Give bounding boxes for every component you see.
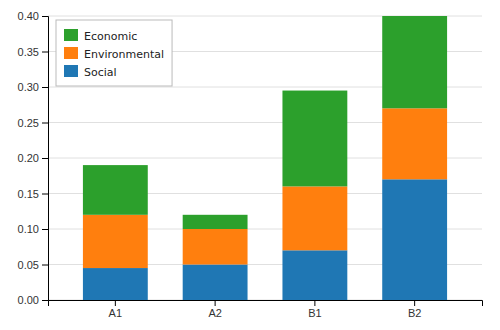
- legend-swatch: [64, 65, 78, 77]
- bar: [382, 16, 447, 108]
- y-tick-label: 0.40: [18, 10, 39, 22]
- bars: [83, 16, 447, 300]
- y-tick-label: 0.15: [18, 188, 39, 200]
- y-tick: 0.35: [18, 46, 48, 58]
- x-tick-mark: [414, 300, 415, 306]
- bar: [183, 229, 248, 265]
- grid: [48, 16, 482, 300]
- bar: [83, 165, 148, 215]
- x-tick: B2: [408, 300, 421, 319]
- bar: [282, 91, 347, 187]
- series-bars: [83, 108, 447, 268]
- legend-label: Economic: [84, 30, 137, 43]
- legend-box: [56, 20, 172, 86]
- chart: A1 A2 B1 B2 0.00 0.05 0.10 0.15 0.20 0.25 0.30 0.35…: [0, 0, 500, 330]
- y-tick-label: 0.35: [18, 46, 39, 58]
- y-tick-label: 0.20: [18, 152, 39, 164]
- x-axis-line: [49, 301, 483, 307]
- x-tick-mark: [115, 300, 116, 306]
- y-tick-mark: [42, 194, 48, 195]
- legend-entry: Social: [64, 65, 117, 79]
- y-tick-label: 0.25: [18, 117, 39, 129]
- bar: [183, 265, 248, 301]
- y-tick-label: 0.05: [18, 259, 39, 271]
- y-tick-mark: [42, 87, 48, 88]
- bar: [382, 108, 447, 179]
- bar: [282, 186, 347, 250]
- legend-entry: Environmental: [64, 47, 164, 61]
- y-tick: 0.15: [18, 188, 48, 200]
- x-tick: A1: [109, 300, 122, 319]
- y-tick-mark: [42, 265, 48, 266]
- bar: [183, 215, 248, 229]
- y-tick-mark: [42, 300, 48, 301]
- x-tick-mark: [314, 300, 315, 306]
- legend-swatch: [64, 47, 78, 59]
- bar: [83, 215, 148, 268]
- x-tick-mark: [215, 300, 216, 306]
- y-tick: 0.00: [18, 294, 48, 306]
- y-tick: 0.30: [18, 81, 48, 93]
- y-tick-mark: [42, 158, 48, 159]
- y-tick: 0.25: [18, 117, 48, 129]
- x-tick-label: A1: [109, 307, 122, 319]
- x-tick: B1: [308, 300, 321, 319]
- x-tick-label: B1: [308, 307, 321, 319]
- y-tick-mark: [42, 52, 48, 53]
- legend-label: Social: [84, 66, 117, 79]
- y-tick-mark: [42, 229, 48, 230]
- bar: [382, 179, 447, 300]
- x-tick-label: B2: [408, 307, 421, 319]
- y-axis-line: [42, 17, 49, 301]
- y-tick: 0.20: [18, 152, 48, 164]
- y-tick-mark: [42, 123, 48, 124]
- y-axis: 0.00 0.05 0.10 0.15 0.20 0.25 0.30 0.35 0.40: [18, 10, 49, 306]
- y-tick: 0.05: [18, 259, 48, 271]
- y-tick-label: 0.30: [18, 81, 39, 93]
- y-tick-label: 0.10: [18, 223, 39, 235]
- bar: [282, 250, 347, 300]
- series-bars: [83, 16, 447, 229]
- x-axis: A1 A2 B1 B2: [49, 300, 483, 319]
- plot: A1 A2 B1 B2 0.00 0.05 0.10 0.15 0.20 0.25 0.30 0.35…: [18, 10, 483, 319]
- y-tick: 0.40: [18, 10, 48, 22]
- y-tick-label: 0.00: [18, 294, 39, 306]
- y-tick: 0.10: [18, 223, 48, 235]
- legend-label: Environmental: [84, 48, 164, 61]
- y-tick-mark: [42, 16, 48, 17]
- bar: [83, 268, 148, 300]
- legend: Economic Environmental Social: [56, 20, 172, 86]
- x-tick: A2: [208, 300, 221, 319]
- x-tick-label: A2: [208, 307, 221, 319]
- legend-swatch: [64, 29, 78, 41]
- legend-entry: Economic: [64, 29, 137, 43]
